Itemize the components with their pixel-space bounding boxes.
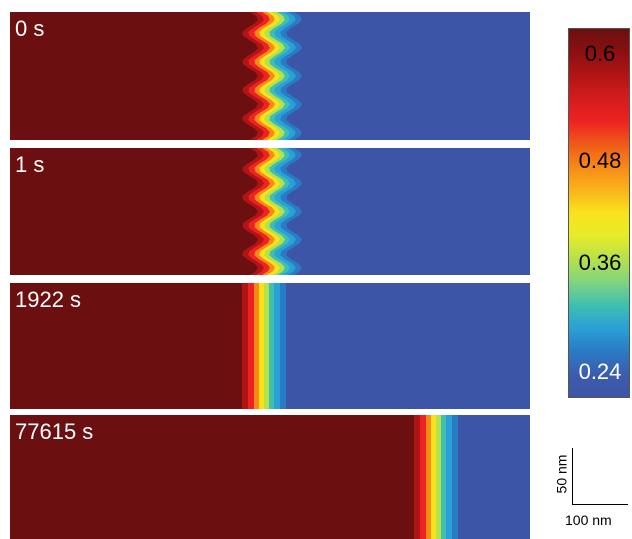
- scale-bar-horizontal-label: 100 nm: [565, 512, 612, 528]
- scale-bar-vertical-label: 50 nm: [553, 454, 570, 494]
- colorbar-tick-0.24: 0.24: [578, 359, 622, 384]
- phase-field-image-1s: [10, 148, 530, 275]
- time-label-1922s: 1922 s: [15, 287, 82, 312]
- panel-0s: 0 s: [10, 12, 530, 140]
- panel-77615s: 77615 s: [10, 415, 530, 539]
- panel-1922s: 1922 s: [10, 283, 530, 409]
- colorbar-tick-0.48: 0.48: [578, 148, 622, 173]
- time-label-77615s: 77615 s: [15, 419, 94, 444]
- scale-bar-vertical-line: [572, 448, 573, 505]
- phase-field-image-77615s: [10, 415, 530, 539]
- time-label-1s: 1 s: [15, 152, 45, 177]
- colorbar-tick-0.6: 0.6: [584, 41, 616, 66]
- time-label-0s: 0 s: [15, 16, 45, 41]
- colorbar: 0.6 0.48 0.36 0.24: [568, 28, 630, 398]
- phase-field-image-0s: [10, 12, 530, 140]
- colorbar-tick-0.36: 0.36: [578, 250, 622, 275]
- colorbar-gradient: [569, 29, 629, 397]
- scale-bar-horizontal-line: [572, 504, 628, 505]
- phase-field-image-1922s: [10, 283, 530, 409]
- scale-bar: 50 nm 100 nm: [548, 440, 632, 539]
- panel-1s: 1 s: [10, 148, 530, 275]
